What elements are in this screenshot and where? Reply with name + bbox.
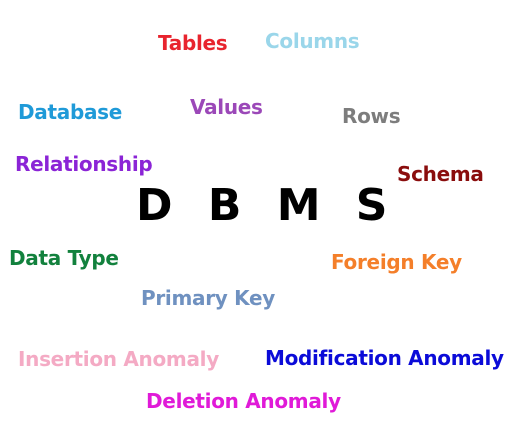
word-modification-anomaly: Modification Anomaly <box>265 346 504 370</box>
word-insertion-anomaly: Insertion Anomaly <box>18 347 219 371</box>
word-columns: Columns <box>265 29 360 53</box>
word-database: Database <box>18 100 123 124</box>
word-primary-key: Primary Key <box>141 286 276 310</box>
word-foreign-key: Foreign Key <box>331 250 462 274</box>
word-dbms-title: D B M S <box>136 180 398 231</box>
word-relationship: Relationship <box>15 152 153 176</box>
word-rows: Rows <box>342 104 401 128</box>
word-schema: Schema <box>397 162 484 186</box>
word-data-type: Data Type <box>9 246 119 270</box>
word-tables: Tables <box>158 31 228 55</box>
word-values: Values <box>190 95 263 119</box>
word-deletion-anomaly: Deletion Anomaly <box>146 389 341 413</box>
